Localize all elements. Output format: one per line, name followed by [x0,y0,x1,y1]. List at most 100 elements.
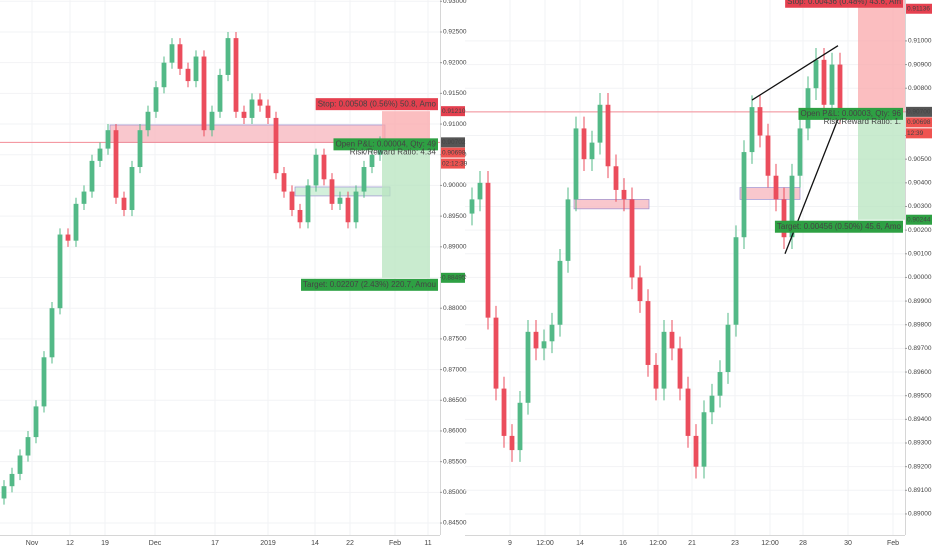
y-tick-label: 0.90800 [908,85,932,92]
price-axis [440,0,465,535]
x-tick-label: 22 [346,540,354,547]
y-tick-label: 0.89700 [908,345,932,352]
candle-body [241,111,247,118]
candle-body [565,199,571,261]
candle-body [217,74,223,112]
candle-body [265,105,271,118]
y-tick-label: 0.85500 [443,458,467,465]
zone [739,187,801,200]
candle-body [329,179,335,204]
open-pnl-label: Open P&L: 0.00003, Qty: 96 [800,109,901,118]
open-pnl-label-bg [798,107,903,120]
target-price-badge-bg [441,272,465,283]
candle-body [629,199,635,278]
candle-body [717,372,723,396]
y-tick-label: 0.89200 [908,463,932,470]
candle-body [837,64,843,113]
candle-body [1,486,7,499]
candle-body [137,130,143,168]
candle-body [741,152,747,238]
y-tick-label: 0.89600 [908,369,932,376]
candle-body [541,341,547,349]
candle-body [485,182,491,318]
candle-body [765,135,771,176]
x-tick-label: Feb [887,540,899,547]
candle-body [353,191,359,223]
candle-body [249,99,255,118]
x-tick-label: 12:00 [536,540,554,547]
y-tick-label: 0.85000 [443,489,467,496]
candle-body [209,111,215,131]
candle-body [693,435,699,467]
open-pnl-label: Open P&L: 0.00004, Qty: 49 [335,139,436,148]
candle-body [789,175,795,238]
entry-price-badge: 0.90702 [442,139,466,146]
candle-body [557,260,563,325]
y-tick-label: 0.90000 [443,182,467,189]
candle-body [345,197,351,223]
y-tick-label: 0.89500 [908,392,932,399]
x-tick-label: 12 [66,540,74,547]
stop-zone [858,0,905,112]
stop-label: Stop: 0.00508 (0.56%) 50.8, Amo [318,99,437,108]
candle-body [685,388,691,436]
last-price-badge-bg [906,117,932,128]
y-tick-label: 0.89000 [443,244,467,251]
candle-body [121,197,127,210]
candle-body [549,324,555,342]
candle-body [469,199,475,214]
entry-price-badge: 0.90700 [907,109,931,116]
y-tick-label: 0.89300 [908,440,932,447]
candle-body [41,357,47,407]
candle-body [701,412,707,467]
candle-body [517,402,523,451]
candle-body [749,107,755,153]
zone [573,199,650,210]
x-tick-label: 19 [101,540,109,547]
price-axis [905,0,932,535]
candle-body [89,160,95,192]
candle-body [369,154,375,168]
candle-body [621,189,627,200]
candle-body [589,142,595,160]
candle-body [645,301,651,365]
candle-body [525,331,531,403]
candle-body [145,111,151,131]
trendline [751,45,839,101]
candle-body [597,104,603,143]
candle-body [73,203,79,241]
x-tick-label: 30 [844,540,852,547]
x-tick-label: Feb [389,540,401,547]
candle-body [57,234,63,309]
stop-price-badge: 0.91136 [907,5,930,12]
last-price-badge: 0.90698 [907,119,931,126]
x-tick-label: 14 [311,540,319,547]
candle-body [153,87,159,112]
candle-body [533,331,539,349]
plot-area: Stop: 0.00508 (0.56%) 50.8, Amo Open P&L:… [0,0,440,535]
y-tick-label: 0.93000 [443,0,467,5]
candle-body [313,154,319,186]
candle-body [829,64,835,105]
y-tick-label: 0.90200 [908,227,932,234]
stop-label-bg [785,0,903,8]
target-price-badge: 0.88495 [442,275,466,282]
target-label: Target: 0.02207 (2.43%) 220.7, Amou [303,280,436,289]
plot-area: Stop: 0.00436 (0.48%) 43.6, Am Open P&L: … [465,0,905,535]
candle-body [49,308,55,358]
candle-body [321,154,327,180]
candle-body [781,199,787,238]
y-tick-label: 0.89500 [443,213,467,220]
candle-body [725,324,731,373]
candle-body [177,44,183,69]
candle-body [233,38,239,112]
target-price-badge-bg [906,214,932,225]
candle-body [105,130,111,149]
candle-body [185,68,191,82]
candle-body [17,455,23,474]
y-tick-label: 0.90300 [908,203,932,210]
x-tick-label: 12:00 [761,540,779,547]
countdown-badge: 12:39 [907,130,924,137]
y-tick-label: 0.89000 [908,511,932,518]
